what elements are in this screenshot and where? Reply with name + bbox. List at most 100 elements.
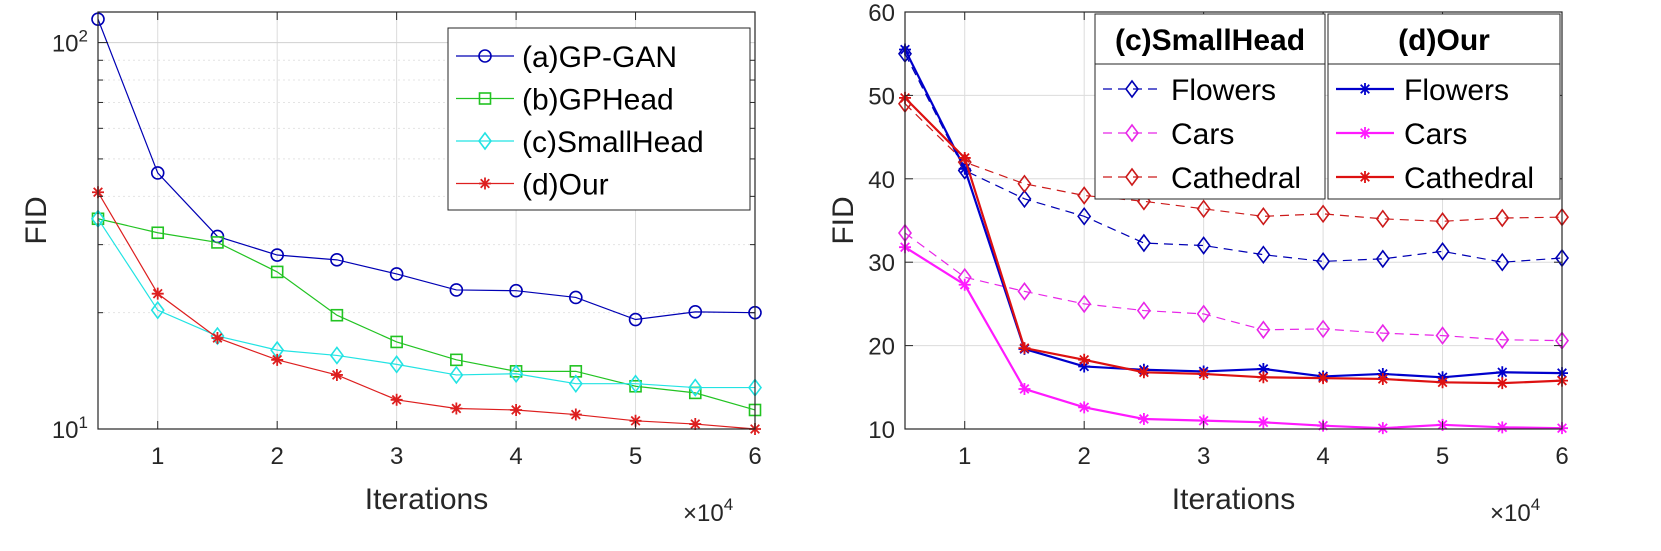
data-point xyxy=(210,326,225,346)
legend-marker xyxy=(1359,83,1371,95)
data-point xyxy=(211,236,224,249)
y-tick-label: 60 xyxy=(868,0,895,27)
data-point xyxy=(1077,294,1092,314)
axes-box xyxy=(904,11,1563,430)
data-point xyxy=(1495,330,1510,350)
legend-marker xyxy=(479,177,491,190)
data-point xyxy=(1375,249,1390,269)
legend-entry: Cars xyxy=(1103,118,1234,151)
legend-marker xyxy=(1125,167,1139,187)
x-tick-label: 1 xyxy=(958,443,971,470)
legend-label: Cars xyxy=(1404,118,1467,151)
legend-label: (d)Our xyxy=(522,169,609,202)
legend-group: (c)SmallHead Flowers Cars Cathedral xyxy=(1094,13,1326,200)
data-point xyxy=(270,248,284,262)
legend-entry: Cars xyxy=(1336,118,1467,151)
legend-entry: (d)Our xyxy=(456,169,609,202)
y-tick-label: 20 xyxy=(868,334,895,361)
x-tick-label: 3 xyxy=(1197,443,1210,470)
legend-entry: Flowers xyxy=(1336,74,1509,107)
legend-label: Cathedral xyxy=(1404,162,1534,195)
series--d-our xyxy=(92,186,761,435)
data-point xyxy=(1316,204,1331,224)
legend-entry: Cathedral xyxy=(1103,162,1301,195)
legend-label: (b)GPHead xyxy=(522,84,674,117)
x-tick-label: 2 xyxy=(271,443,284,470)
data-point xyxy=(150,166,165,180)
data-point xyxy=(509,283,523,298)
data-point xyxy=(1257,362,1270,375)
data-point xyxy=(1077,206,1092,226)
data-point xyxy=(569,290,583,305)
data-point xyxy=(1197,414,1210,427)
data-point xyxy=(628,374,643,394)
data-point xyxy=(509,364,524,384)
chart-right: 1 2 3 4 5 6 10 20 30 40 50 60 Iterations FID ×104 (c)Sm… xyxy=(827,0,1569,527)
legend-entry: (c)SmallHead xyxy=(456,126,704,159)
x-tick-label: 1 xyxy=(151,443,164,470)
data-point xyxy=(450,402,463,415)
series-line xyxy=(904,246,1563,430)
data-point xyxy=(329,346,344,365)
x-tick-label: 6 xyxy=(1555,443,1568,470)
legend-label: Flowers xyxy=(1171,74,1276,107)
data-point xyxy=(958,278,971,291)
data-point xyxy=(1495,252,1510,272)
series-line xyxy=(97,18,756,321)
data-point xyxy=(1018,382,1031,395)
legend-marker xyxy=(478,49,492,63)
series-line xyxy=(97,191,756,430)
data-point xyxy=(1137,412,1150,425)
data-point xyxy=(1256,206,1271,226)
chart-left: 1 2 3 4 5 6 101 102 Iterations FID ×104 (a)GP-GAN (b… xyxy=(20,11,762,527)
data-point xyxy=(1017,189,1032,209)
x-axis-label: Iterations xyxy=(1172,483,1295,516)
legend-entry: (a)GP-GAN xyxy=(456,41,677,74)
series-line xyxy=(97,218,756,411)
series-line xyxy=(904,53,1563,263)
legend-box xyxy=(1327,13,1561,200)
data-point xyxy=(510,403,523,416)
data-point xyxy=(1196,199,1211,219)
series-flowers xyxy=(898,44,1569,272)
data-point xyxy=(1435,212,1450,231)
legend-label: Cars xyxy=(1171,118,1234,151)
legend-marker xyxy=(1359,127,1371,139)
data-point xyxy=(958,151,971,164)
y-tick-label: 50 xyxy=(868,83,895,110)
x-multiplier: ×104 xyxy=(1490,495,1540,527)
data-point xyxy=(449,365,464,385)
data-point xyxy=(1257,371,1270,384)
legend-label: (c)SmallHead xyxy=(522,126,704,159)
data-point xyxy=(1137,366,1150,379)
y-tick-label: 102 xyxy=(52,27,88,58)
x-tick-label: 6 xyxy=(748,443,761,470)
data-point xyxy=(1017,174,1032,194)
x-tick-label: 4 xyxy=(1316,443,1329,470)
data-point xyxy=(1197,367,1210,380)
data-point xyxy=(1136,301,1151,320)
data-point xyxy=(1256,245,1271,265)
legend-label: (a)GP-GAN xyxy=(522,41,677,74)
legend-entry: Flowers xyxy=(1103,74,1276,107)
data-point xyxy=(1078,353,1091,366)
data-point xyxy=(1017,282,1032,301)
legend: (a)GP-GAN (b)GPHead (c)SmallHead (d)Our xyxy=(447,27,751,211)
data-point xyxy=(688,305,703,319)
x-tick-label: 4 xyxy=(509,443,522,470)
legend-marker xyxy=(478,131,492,151)
x-tick-label: 2 xyxy=(1078,443,1091,470)
legend-label: Flowers xyxy=(1404,74,1509,107)
series-line xyxy=(904,232,1563,342)
x-tick-label: 5 xyxy=(629,443,642,470)
data-point xyxy=(1256,320,1271,340)
series-line xyxy=(97,218,755,389)
data-point xyxy=(1495,208,1510,228)
data-point xyxy=(1078,360,1091,373)
data-point xyxy=(1078,401,1091,414)
data-point xyxy=(1136,233,1151,253)
data-point xyxy=(390,335,403,349)
data-point xyxy=(1257,416,1270,429)
data-point xyxy=(1496,421,1509,434)
data-point xyxy=(211,331,224,344)
